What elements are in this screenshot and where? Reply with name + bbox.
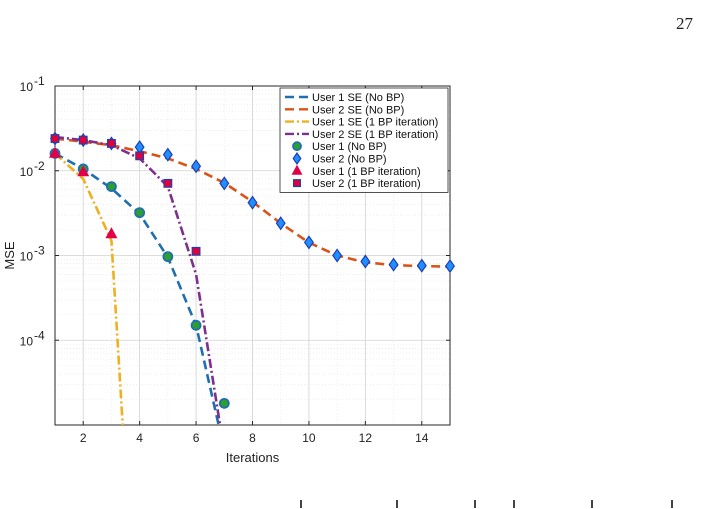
y-tick-exponent: -4 <box>34 328 45 342</box>
x-axis-label: Iterations <box>226 450 280 465</box>
series-marker-4 <box>218 397 230 409</box>
legend-box <box>279 87 449 193</box>
legend-label: User 2 (1 BP iteration) <box>312 178 421 190</box>
series-marker-5 <box>416 258 427 273</box>
series-marker-7 <box>163 178 173 188</box>
series-marker-5 <box>303 235 314 250</box>
series-marker-5 <box>360 254 371 269</box>
series-marker-6 <box>48 146 62 158</box>
legend-label: User 2 SE (No BP) <box>312 104 404 116</box>
series-marker-6 <box>105 227 118 239</box>
legend-label: User 1 SE (No BP) <box>312 92 404 104</box>
legend-marker-7 <box>293 179 302 188</box>
series-marker-7 <box>191 246 201 256</box>
series-marker-5 <box>444 258 456 274</box>
series-marker-5 <box>191 159 202 174</box>
y-tick-exponent: -2 <box>34 159 45 173</box>
series-marker-5 <box>162 147 173 162</box>
page-footer-fragment <box>300 500 673 508</box>
legend-marker-4 <box>292 141 302 152</box>
y-axis-label: MSE <box>2 241 17 270</box>
series-marker-5 <box>219 176 230 191</box>
series-marker-7 <box>78 135 88 145</box>
legend-label: User 1 SE (1 BP iteration) <box>312 117 438 129</box>
x-tick-label: 2 <box>80 431 87 445</box>
series-marker-5 <box>332 248 343 263</box>
x-tick-label: 14 <box>415 431 429 445</box>
series-marker-7 <box>135 151 145 161</box>
series-marker-7 <box>107 139 116 148</box>
legend-marker-6 <box>291 164 303 175</box>
legend-label: User 2 (No BP) <box>312 154 387 166</box>
series-marker-4 <box>162 251 174 263</box>
series-markers <box>48 131 456 409</box>
legend-label: User 1 (No BP) <box>312 141 387 153</box>
page-number: 27 <box>676 14 693 33</box>
series-marker-4 <box>134 207 146 219</box>
y-tick-label: 10 <box>20 80 34 94</box>
x-tick-label: 6 <box>193 431 200 445</box>
y-tick-label: 10 <box>20 250 34 264</box>
y-tick-label: 10 <box>20 334 34 348</box>
legend-label: User 2 SE (1 BP iteration) <box>312 129 438 141</box>
series-marker-7 <box>50 134 60 143</box>
y-tick-label: 10 <box>20 165 34 179</box>
series-marker-5 <box>388 257 399 272</box>
x-tick-label: 12 <box>359 431 373 445</box>
x-tick-label: 10 <box>302 431 316 445</box>
legend-label: User 1 (1 BP iteration) <box>312 166 421 178</box>
series-marker-4 <box>106 181 117 193</box>
legend-marker-5 <box>292 152 302 165</box>
x-tick-label: 4 <box>136 431 143 445</box>
legend: User 1 SE (No BP)User 2 SE (No BP)User 1… <box>279 87 449 193</box>
series-marker-6 <box>77 165 90 177</box>
series-line-2 <box>55 152 125 425</box>
x-tick-label: 8 <box>249 431 256 445</box>
series-marker-5 <box>247 195 258 210</box>
y-tick-exponent: -3 <box>34 244 45 258</box>
series-marker-5 <box>275 216 286 231</box>
y-tick-exponent: -1 <box>34 74 45 88</box>
series-marker-4 <box>190 319 202 331</box>
